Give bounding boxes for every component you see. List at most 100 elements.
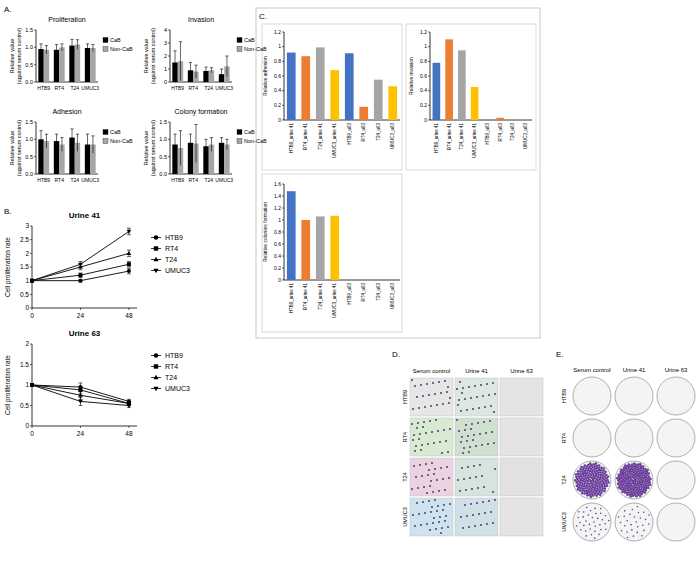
colony-dot: [643, 530, 645, 532]
bar-chart: 0.00.51.01.5HTB9RT4T24UMUC3Proliferation…: [9, 16, 133, 91]
colony-dot: [595, 494, 598, 497]
cell-dot: [461, 436, 463, 438]
cell-dot: [482, 501, 484, 503]
colony-dot: [624, 525, 626, 527]
bar: [301, 56, 310, 120]
colony-dot: [606, 485, 609, 488]
y-axis-label-line: Relative value: [143, 131, 149, 166]
colony-dot: [636, 532, 638, 534]
x-tick-label: RT4: [189, 85, 199, 91]
error-bar: [39, 44, 42, 54]
y-tick-label: 1: [278, 43, 281, 49]
error-stem: [221, 138, 222, 148]
colony-dot: [624, 491, 627, 494]
colony-dot: [590, 510, 592, 512]
cell-dot: [485, 432, 487, 434]
column-header: Urine 63: [510, 368, 533, 374]
error-cap: [55, 44, 58, 45]
cell-dot: [448, 402, 450, 404]
error-bar: [78, 397, 82, 405]
cell-dot: [467, 466, 469, 468]
colony-dot: [604, 523, 606, 525]
colony-dot: [594, 508, 596, 510]
colony-dot: [584, 464, 587, 467]
y-tick-label: 2: [25, 340, 29, 347]
error-bar: [78, 273, 82, 277]
colony-dot: [626, 493, 629, 496]
colony-dot: [590, 495, 593, 498]
y-axis-label: Relative value(against serum control): [9, 28, 22, 84]
colony-dot: [601, 487, 604, 490]
column-header: Urine 41: [623, 367, 646, 373]
cell-dot: [478, 407, 480, 409]
cell-dot: [481, 444, 483, 446]
legend-label: UMUC3: [165, 267, 190, 274]
colony-dot: [633, 535, 635, 537]
y-tick: [168, 122, 170, 123]
plate: [573, 377, 611, 415]
cell-dot: [415, 476, 417, 478]
y-tick: [34, 156, 36, 157]
x-tick-label: T24: [70, 85, 79, 91]
bar: [345, 280, 354, 281]
colony-dot: [608, 520, 610, 522]
cell-dot: [434, 499, 436, 501]
cell-dot: [424, 512, 426, 514]
colony-dot: [643, 511, 645, 513]
legend-marker: [154, 353, 158, 357]
colony-dot: [578, 511, 580, 513]
error-bar: [55, 45, 58, 55]
cell-dot: [488, 394, 490, 396]
cell-dot: [447, 386, 449, 388]
y-tick: [30, 344, 32, 345]
error-bar: [220, 138, 223, 148]
legend-swatch: [237, 38, 242, 43]
colony-dot: [647, 472, 650, 475]
colony-dot: [577, 470, 580, 473]
y-tick-label: 1.6: [274, 181, 281, 187]
point: [127, 262, 131, 266]
markers: [30, 383, 132, 408]
point: [78, 393, 83, 397]
cell-dot: [449, 397, 451, 399]
y-tick: [282, 196, 284, 197]
colony-dot: [583, 492, 586, 495]
cell-dot: [418, 407, 420, 409]
cell-dot: [466, 409, 468, 411]
error-stem: [72, 39, 73, 51]
row-label: RT4: [402, 432, 408, 442]
legend-marker: [154, 235, 158, 239]
colony-dot: [585, 520, 587, 522]
y-tick: [282, 32, 284, 33]
chart-frame: [262, 174, 402, 332]
y-tick: [30, 239, 32, 240]
cell-dot: [490, 511, 492, 513]
legend-swatch: [103, 130, 108, 135]
cell-dot: [445, 515, 447, 517]
colony-dot: [649, 478, 652, 481]
colony-dot: [635, 521, 637, 523]
colony-dot: [594, 537, 596, 539]
x-tick-label: T24_urine 41: [318, 123, 323, 150]
y-tick-label: 0.8: [274, 229, 281, 235]
colony-dot: [616, 477, 619, 480]
y-tick-label: 3: [164, 40, 167, 46]
cell-dot: [412, 514, 414, 516]
y-tick: [282, 61, 284, 62]
cell-dot: [467, 435, 469, 437]
y-tick: [282, 268, 284, 269]
micrograph: [410, 378, 453, 416]
row-label: T24: [561, 475, 567, 484]
error-cap: [179, 41, 182, 42]
cell-dot: [492, 382, 494, 384]
colony-dot: [589, 462, 592, 465]
cell-dot: [461, 392, 463, 394]
cell-dot: [423, 421, 425, 423]
y-tick-label: 0.6: [274, 241, 281, 247]
y-axis: [36, 30, 37, 82]
colony-dot: [603, 485, 606, 488]
x-tick: [128, 426, 129, 428]
y-tick: [168, 174, 170, 175]
bar: [374, 80, 383, 120]
cell-dot: [457, 404, 459, 406]
